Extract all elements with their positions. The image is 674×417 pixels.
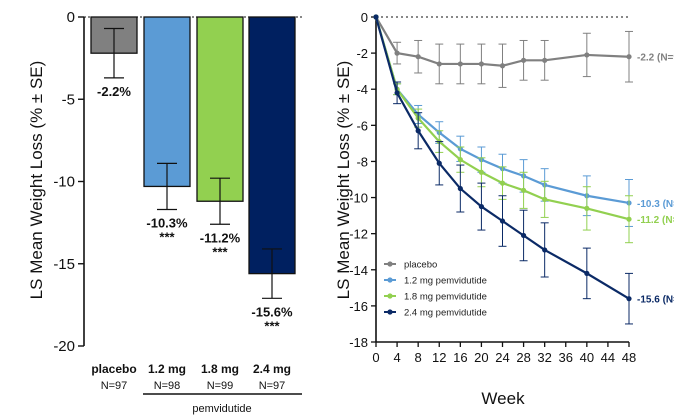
bar-value-label: -10.3%: [146, 215, 188, 230]
line-x-tick-label: 8: [415, 350, 422, 365]
bar-y-tick-label: -5: [62, 91, 75, 108]
series-point: [626, 296, 632, 302]
series-point: [584, 205, 590, 211]
series-0: -2.2 (N=9: [373, 14, 674, 88]
series-point: [584, 270, 590, 276]
bar-2: [196, 16, 244, 202]
line-y-tick-label: -8: [356, 154, 368, 169]
line-x-tick-label: 40: [580, 350, 594, 365]
line-x-tick-label: 36: [559, 350, 573, 365]
line-x-tick-label: 48: [622, 350, 636, 365]
line-x-tick-label: 20: [474, 350, 488, 365]
legend-swatch-marker: [387, 277, 393, 283]
bar-n-label: N=98: [154, 380, 181, 392]
bar-category-label: 1.8 mg: [201, 362, 239, 376]
line-x-tick-label: 28: [516, 350, 530, 365]
line-x-tick-label: 16: [453, 350, 467, 365]
series-point: [373, 14, 379, 20]
bar-significance-label: ***: [159, 229, 175, 244]
line-y-tick-label: -6: [356, 118, 368, 133]
series-end-label: -10.3 (N=: [637, 199, 674, 210]
series-end-label: -2.2 (N=9: [637, 53, 674, 64]
series-point: [499, 218, 506, 224]
line-x-tick-label: 32: [537, 350, 551, 365]
line-y-tick-label: -4: [356, 82, 368, 97]
bar-1: [143, 16, 191, 188]
legend-label: 2.4 mg pemvidutide: [404, 308, 487, 319]
bar-n-label: N=97: [259, 380, 286, 392]
legend-label: 1.8 mg pemvidutide: [404, 292, 487, 303]
series-point: [457, 185, 463, 192]
legend-label: placebo: [404, 260, 437, 271]
bar-y-tick-label: 0: [67, 9, 75, 26]
series-point: [499, 180, 506, 186]
line-y-tick-label: -14: [349, 263, 368, 278]
bar-n-label: N=99: [207, 380, 234, 392]
line-x-axis-label: Week: [481, 389, 525, 408]
line-y-tick-label: 0: [361, 10, 368, 25]
line-x-tick-label: 4: [393, 350, 400, 365]
legend-label: 1.2 mg pemvidutide: [404, 276, 487, 287]
bar-significance-label: ***: [212, 244, 228, 259]
series-point: [542, 247, 548, 253]
series-point: [478, 169, 485, 175]
line-y-tick-label: -2: [356, 46, 368, 61]
legend: placebo 1.2 mg pemvidutide 1.8 mg pemvidut…: [384, 260, 487, 319]
series-point: [499, 63, 506, 69]
bar-y-tick-label: -20: [53, 338, 75, 355]
series-point: [415, 54, 421, 60]
bar-significance-label: ***: [264, 318, 280, 333]
bar-y-axis-label: LS Mean Weight Loss (% ± SE): [27, 61, 46, 300]
series-point: [436, 61, 442, 67]
bar-n-label: N=97: [101, 380, 128, 392]
legend-swatch-marker: [387, 293, 393, 299]
line-y-tick-label: -10: [349, 191, 368, 206]
bar-value-label: -2.2%: [97, 84, 131, 99]
line-y-tick-label: -12: [349, 227, 368, 242]
legend-swatch-marker: [387, 261, 393, 267]
line-y-tick-label: -16: [349, 299, 368, 314]
bar-y-tick-label: -15: [53, 256, 75, 273]
line-y-tick-label: -18: [349, 335, 368, 350]
bar-category-label: 1.2 mg: [148, 362, 186, 376]
series-point: [626, 216, 632, 222]
line-x-tick-label: 24: [495, 350, 509, 365]
bar-category-label: 2.4 mg: [253, 362, 291, 376]
series-point: [394, 90, 400, 96]
bar-chart: LS Mean Weight Loss (% ± SE) 0 -5 -10 -15 -2…: [27, 9, 302, 415]
series-point: [457, 157, 463, 163]
line-chart: LS Mean Weight Loss (% ± SE) 0 -2 -4 -6 -8 -1…: [334, 10, 674, 408]
series-point: [457, 61, 463, 67]
series-point: [478, 203, 485, 210]
bar-3: [248, 16, 296, 275]
series-point: [520, 232, 527, 239]
series-point: [520, 57, 527, 63]
bar-value-label: -15.6%: [251, 304, 293, 319]
series-point: [436, 160, 442, 166]
line-x-tick-label: 12: [432, 350, 446, 365]
series-point: [584, 52, 590, 58]
series-end-label: -11.2 (N=: [637, 215, 674, 226]
bar-value-label: -11.2%: [200, 230, 241, 245]
legend-swatch-marker: [387, 309, 393, 315]
series-point: [542, 196, 548, 202]
bar-category-label: placebo: [91, 362, 136, 376]
series-point: [626, 54, 632, 60]
pemvidutide-group-label: pemvidutide: [192, 403, 251, 415]
series-end-label: -15.6 (N=: [637, 295, 674, 306]
series-point: [542, 57, 548, 63]
line-x-tick-label: 0: [372, 350, 379, 365]
series-point: [520, 187, 527, 193]
line-y-axis-label: LS Mean Weight Loss (% ± SE): [334, 61, 353, 300]
series-point: [394, 50, 400, 56]
series-3: -15.6 (N=: [373, 14, 674, 325]
bar-y-tick-label: -10: [53, 174, 75, 191]
line-x-tick-label: 44: [601, 350, 615, 365]
series-point: [415, 128, 421, 134]
series-point: [478, 61, 485, 67]
